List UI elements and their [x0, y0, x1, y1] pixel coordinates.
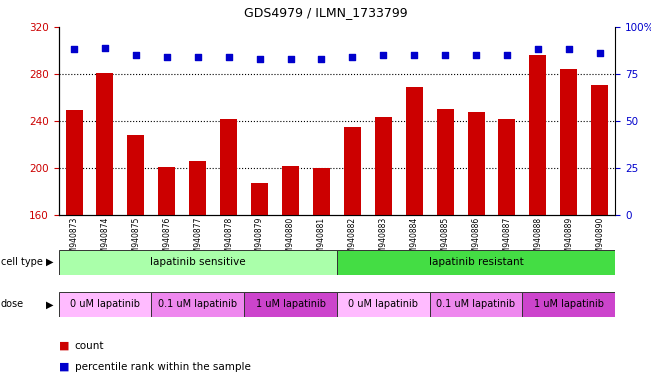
Text: lapatinib sensitive: lapatinib sensitive: [150, 257, 245, 267]
Point: [161, 54, 172, 60]
Text: percentile rank within the sample: percentile rank within the sample: [75, 362, 251, 372]
Bar: [128, 135, 145, 215]
Bar: [337, 292, 430, 317]
Text: 0 uM lapatinib: 0 uM lapatinib: [348, 299, 419, 310]
Text: 1 uM lapatinib: 1 uM lapatinib: [255, 299, 326, 310]
Text: dose: dose: [1, 299, 24, 310]
Point: [131, 52, 141, 58]
Bar: [499, 119, 516, 215]
Bar: [220, 119, 237, 215]
Point: [594, 50, 605, 56]
Bar: [66, 110, 83, 215]
Bar: [158, 167, 175, 215]
Point: [316, 56, 327, 62]
Point: [564, 46, 574, 53]
Text: ■: ■: [59, 341, 69, 351]
Bar: [344, 127, 361, 215]
Text: GDS4979 / ILMN_1733799: GDS4979 / ILMN_1733799: [243, 6, 408, 19]
Text: ▶: ▶: [46, 299, 54, 310]
Text: count: count: [75, 341, 104, 351]
Point: [347, 54, 357, 60]
Bar: [591, 84, 608, 215]
Text: 1 uM lapatinib: 1 uM lapatinib: [534, 299, 604, 310]
Text: 0.1 uM lapatinib: 0.1 uM lapatinib: [436, 299, 516, 310]
Bar: [561, 69, 577, 215]
Point: [533, 46, 543, 53]
Bar: [337, 250, 615, 275]
Bar: [59, 292, 151, 317]
Bar: [282, 166, 299, 215]
Point: [100, 45, 110, 51]
Bar: [244, 292, 337, 317]
Bar: [251, 183, 268, 215]
Bar: [96, 73, 113, 215]
Point: [502, 52, 512, 58]
Bar: [59, 250, 337, 275]
Bar: [467, 112, 484, 215]
Bar: [430, 292, 522, 317]
Point: [193, 54, 203, 60]
Bar: [522, 292, 615, 317]
Bar: [406, 87, 422, 215]
Point: [409, 52, 419, 58]
Bar: [375, 118, 392, 215]
Text: 0 uM lapatinib: 0 uM lapatinib: [70, 299, 140, 310]
Point: [471, 52, 481, 58]
Point: [285, 56, 296, 62]
Bar: [313, 168, 330, 215]
Point: [440, 52, 450, 58]
Point: [69, 46, 79, 53]
Text: cell type: cell type: [1, 257, 42, 267]
Text: ▶: ▶: [46, 257, 54, 267]
Point: [223, 54, 234, 60]
Point: [378, 52, 389, 58]
Bar: [529, 55, 546, 215]
Bar: [437, 109, 454, 215]
Text: lapatinib resistant: lapatinib resistant: [428, 257, 523, 267]
Text: 0.1 uM lapatinib: 0.1 uM lapatinib: [158, 299, 238, 310]
Point: [255, 56, 265, 62]
Bar: [151, 292, 244, 317]
Text: ■: ■: [59, 362, 69, 372]
Bar: [189, 161, 206, 215]
